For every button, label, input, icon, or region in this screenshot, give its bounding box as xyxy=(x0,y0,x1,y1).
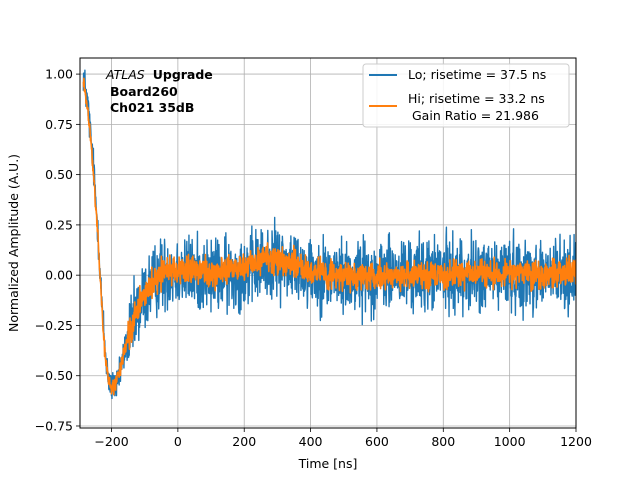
x-tick-label: 200 xyxy=(232,434,256,449)
y-tick-label: 0.00 xyxy=(45,268,73,283)
y-axis-label: Normalized Amplitude (A.U.) xyxy=(6,154,21,332)
axes-frame xyxy=(79,57,577,429)
series-layer xyxy=(82,69,576,400)
x-tick-label: 1200 xyxy=(560,434,592,449)
x-axis-label: Time [ns] xyxy=(298,456,358,471)
y-tick-label: 0.25 xyxy=(45,217,73,232)
y-tick-label: −0.75 xyxy=(35,418,73,433)
annotation-atlas: ATLAS xyxy=(105,67,145,82)
annotation-upgrade: Upgrade xyxy=(153,67,213,82)
y-tick-label: −0.25 xyxy=(35,318,73,333)
legend-label-gain-ratio: Gain Ratio = 21.986 xyxy=(412,108,539,123)
x-tick-label: 0 xyxy=(174,434,182,449)
x-tick-label: 1000 xyxy=(494,434,526,449)
annotation-line-1: ATLAS Upgrade xyxy=(105,67,213,82)
x-tick-label: 400 xyxy=(299,434,323,449)
series-hi-line xyxy=(82,77,576,396)
legend-label-hi: Hi; risetime = 33.2 ns xyxy=(408,91,545,106)
legend-label-lo: Lo; risetime = 37.5 ns xyxy=(408,67,546,82)
x-tick-label: 600 xyxy=(365,434,389,449)
y-tick-label: 1.00 xyxy=(45,67,73,82)
x-tick-label: −200 xyxy=(94,434,128,449)
annotation-line-2: Board260 xyxy=(110,84,178,99)
y-tick-label: 0.50 xyxy=(45,167,73,182)
atlas-annotation: ATLAS Upgrade Board260 Ch021 35dB xyxy=(105,67,213,115)
x-tick-label: 800 xyxy=(431,434,455,449)
y-tick-label: −0.50 xyxy=(35,368,73,383)
y-tick-label: 0.75 xyxy=(45,117,73,132)
legend-box xyxy=(362,63,570,128)
legend: Lo; risetime = 37.5 ns Hi; risetime = 33… xyxy=(362,63,570,128)
annotation-line-3: Ch021 35dB xyxy=(110,100,194,115)
ticks: −200 0 200 400 600 800 1000 1200 −0.75 −0.50 −0.25… xyxy=(35,67,592,449)
